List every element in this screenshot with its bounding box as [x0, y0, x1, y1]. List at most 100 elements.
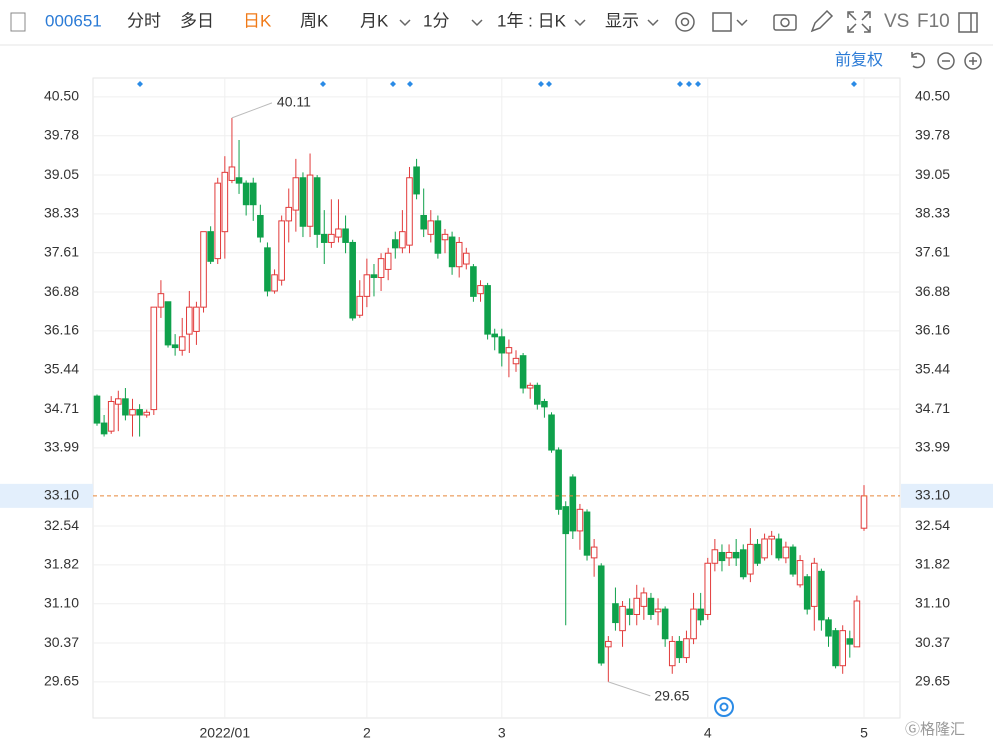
- zoom-out-icon[interactable]: [937, 52, 955, 70]
- candle-body: [328, 233, 335, 243]
- settings-icon: [680, 17, 690, 27]
- y2-tick-label: 36.88: [915, 283, 950, 299]
- checkbox-icon[interactable]: [712, 12, 732, 32]
- info-icon[interactable]: [714, 697, 734, 717]
- adjust-button[interactable]: 前复权: [835, 51, 883, 69]
- annotation-leader: [231, 102, 273, 119]
- candle-body: [647, 597, 655, 615]
- candle-body: [739, 549, 747, 578]
- chevron: [574, 19, 586, 27]
- candle-body: [519, 355, 527, 389]
- tab[interactable]: 月K: [360, 11, 389, 30]
- tab[interactable]: 1分: [423, 11, 449, 30]
- y2-tick-label: 32.54: [915, 517, 950, 533]
- candle-body: [484, 285, 491, 335]
- f10-button[interactable]: F10: [917, 11, 950, 32]
- tab[interactable]: 显示: [605, 11, 639, 30]
- settings-icon[interactable]: [675, 12, 695, 32]
- y-tick-label: 38.33: [44, 205, 79, 221]
- candle-body: [207, 231, 214, 262]
- candle-body: [725, 551, 733, 559]
- candle-body: [377, 258, 385, 278]
- tab[interactable]: 分时: [127, 11, 161, 30]
- watermark: Ⓖ格隆汇: [905, 721, 965, 738]
- candle-body: [534, 384, 541, 405]
- tab[interactable]: 1年 : 日K: [497, 11, 567, 30]
- candle-body: [420, 214, 427, 230]
- y-tick-label: 31.10: [44, 594, 79, 610]
- candle-body: [391, 239, 399, 249]
- candle-body: [193, 306, 200, 332]
- candle-body: [455, 241, 463, 268]
- candle-body: [242, 182, 250, 206]
- y2-tick-label: 30.37: [915, 634, 950, 650]
- candle-body: [605, 640, 612, 648]
- candle-body: [306, 174, 314, 227]
- chevron: [736, 19, 748, 27]
- fullscreen-icon[interactable]: [847, 11, 871, 33]
- y-tick-label: 39.05: [44, 166, 79, 182]
- y2-tick-label: 31.82: [915, 556, 950, 572]
- candle-body: [477, 285, 484, 295]
- candle-body: [711, 549, 719, 564]
- panel-icon[interactable]: [958, 12, 978, 33]
- tab[interactable]: 多日: [180, 11, 214, 30]
- camera-icon: [780, 17, 790, 28]
- candle-body: [313, 177, 321, 235]
- candle-body: [576, 508, 584, 532]
- candle-body: [697, 608, 704, 621]
- candle-body: [569, 476, 577, 532]
- candle-body: [129, 409, 136, 416]
- candle-body: [775, 538, 783, 559]
- reset-icon[interactable]: [911, 52, 926, 69]
- chevron: [399, 19, 411, 27]
- candle-body: [122, 398, 129, 416]
- candle-body: [186, 306, 193, 335]
- candle-body: [164, 301, 172, 346]
- y2-tick-label: 37.61: [915, 243, 950, 259]
- menu-icon[interactable]: [10, 12, 26, 32]
- x-tick-label: 2: [363, 725, 371, 741]
- y-tick-label: 37.61: [44, 243, 79, 259]
- candle-body: [512, 357, 520, 365]
- candle-body: [257, 214, 264, 238]
- tab-active[interactable]: 日K: [243, 11, 272, 30]
- y-tick-label: 29.65: [44, 673, 79, 689]
- candle-body: [115, 398, 122, 405]
- candle-body: [690, 608, 697, 640]
- y-tick-label: 32.54: [44, 517, 79, 533]
- candle-body: [271, 274, 278, 292]
- price-highlight: [0, 483, 93, 508]
- y-tick-label: 40.50: [44, 88, 79, 104]
- candle-body: [93, 395, 101, 424]
- candle-body: [107, 401, 115, 432]
- candle-body: [370, 274, 378, 278]
- candles: 40.11 29.65: [93, 94, 868, 704]
- stock-code[interactable]: 000651: [45, 11, 102, 30]
- candle-body: [768, 535, 775, 540]
- candle-body: [441, 233, 449, 241]
- y-tick-label: 36.88: [44, 283, 79, 299]
- candle-body: [633, 597, 641, 615]
- y-tick-label: 34.71: [44, 400, 79, 416]
- vs-button[interactable]: VS: [884, 11, 909, 32]
- candle-body: [413, 166, 420, 195]
- pen-icon[interactable]: [810, 9, 834, 33]
- candle-body: [136, 409, 143, 416]
- candle-body: [810, 562, 818, 607]
- candle-body: [761, 538, 768, 559]
- plot-frame: [92, 77, 901, 719]
- chevron: [647, 19, 659, 27]
- y2-tick-label: 34.71: [915, 400, 950, 416]
- candle-body: [590, 546, 598, 559]
- candle-body: [356, 295, 364, 316]
- candle-body: [704, 562, 712, 615]
- tab[interactable]: 周K: [300, 11, 329, 30]
- candle-body: [846, 638, 854, 645]
- candle-body: [285, 206, 293, 222]
- camera-icon[interactable]: [773, 14, 797, 31]
- candle-body: [747, 543, 754, 575]
- zoom-in-icon[interactable]: [964, 52, 982, 70]
- candle-body: [143, 411, 151, 416]
